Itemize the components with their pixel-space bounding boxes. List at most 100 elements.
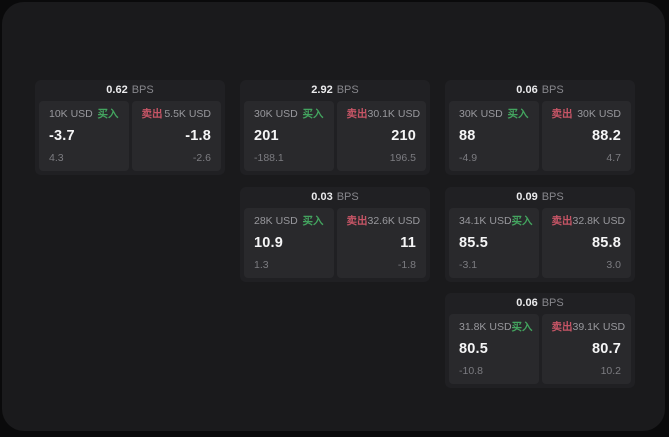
sell-price: -1.8 — [185, 128, 211, 144]
sell-amount: 30K USD — [577, 108, 621, 120]
bps-header: 0.06 BPS — [445, 293, 635, 314]
sell-meta-row: 卖出 39.1K USD — [551, 321, 626, 334]
buy-side-label: 买入 — [97, 108, 119, 120]
buy-amount: 31.8K USD — [459, 321, 512, 333]
bps-value: 2.92 — [311, 84, 333, 96]
quote-tiles: 28K USD 买入 10.9 1.3 卖出 32.6K USD 11 -1.8 — [244, 208, 426, 278]
buy-amount: 28K USD — [254, 215, 298, 227]
sell-meta-row: 卖出 30K USD — [552, 108, 622, 121]
buy-meta-row: 31.8K USD 买入 — [459, 321, 533, 334]
bps-value: 0.06 — [516, 84, 538, 96]
buy-meta-row: 30K USD 买入 — [459, 108, 529, 121]
sell-delta: 3.0 — [606, 259, 621, 271]
bps-header: 2.92 BPS — [240, 80, 430, 101]
buy-price: 85.5 — [459, 235, 489, 251]
buy-amount: 10K USD — [49, 108, 93, 120]
sell-quote-tile[interactable]: 卖出 32.8K USD 85.8 3.0 — [541, 208, 631, 278]
bps-unit-label: BPS — [541, 84, 564, 96]
buy-amount: 30K USD — [459, 108, 503, 120]
sell-amount: 5.5K USD — [164, 108, 211, 120]
quote-tiles: 31.8K USD 买入 80.5 -10.8 卖出 39.1K USD 80.… — [449, 314, 631, 384]
quote-card: 0.09 BPS 34.1K USD 买入 85.5 -3.1 卖出 32.8K… — [445, 187, 635, 282]
sell-price: 210 — [391, 128, 416, 144]
sell-amount: 39.1K USD — [572, 321, 626, 333]
bps-value: 0.06 — [516, 297, 538, 309]
buy-quote-tile[interactable]: 10K USD 买入 -3.7 4.3 — [39, 101, 129, 171]
bps-value: 0.09 — [516, 191, 538, 203]
buy-delta: -3.1 — [459, 259, 478, 271]
buy-side-label: 买入 — [302, 108, 324, 120]
buy-price: 88 — [459, 128, 476, 144]
buy-quote-tile[interactable]: 30K USD 买入 201 -188.1 — [244, 101, 334, 171]
sell-delta: -1.8 — [397, 259, 416, 271]
sell-quote-tile[interactable]: 卖出 39.1K USD 80.7 10.2 — [541, 314, 631, 384]
buy-delta: -188.1 — [254, 152, 284, 164]
buy-quote-tile[interactable]: 30K USD 买入 88 -4.9 — [449, 101, 539, 171]
buy-amount: 30K USD — [254, 108, 298, 120]
quote-card: 0.06 BPS 31.8K USD 买入 80.5 -10.8 卖出 39.1… — [445, 293, 635, 388]
buy-meta-row: 10K USD 买入 — [49, 108, 119, 121]
sell-delta: 10.2 — [600, 365, 621, 377]
sell-meta-row: 卖出 32.6K USD — [346, 215, 421, 228]
quote-card: 0.06 BPS 30K USD 买入 88 -4.9 卖出 30K USD 8… — [445, 80, 635, 175]
sell-price: 88.2 — [591, 128, 621, 144]
bps-unit-label: BPS — [541, 191, 564, 203]
bps-header: 0.03 BPS — [240, 187, 430, 208]
buy-delta: -4.9 — [459, 152, 478, 164]
buy-amount: 34.1K USD — [459, 215, 512, 227]
bps-value: 0.62 — [106, 84, 128, 96]
sell-price: 11 — [400, 235, 416, 251]
bps-unit-label: BPS — [131, 84, 154, 96]
buy-delta: 1.3 — [254, 259, 269, 271]
bps-value: 0.03 — [311, 191, 333, 203]
bps-header: 0.06 BPS — [445, 80, 635, 101]
sell-side-label: 卖出 — [551, 321, 573, 333]
sell-quote-tile[interactable]: 卖出 30K USD 88.2 4.7 — [541, 101, 631, 171]
bps-unit-label: BPS — [541, 297, 564, 309]
quote-card: 0.03 BPS 28K USD 买入 10.9 1.3 卖出 32.6K US… — [240, 187, 430, 282]
buy-price: -3.7 — [49, 128, 75, 144]
sell-side-label: 卖出 — [346, 108, 368, 120]
sell-price: 80.7 — [591, 341, 621, 357]
bps-header: 0.62 BPS — [35, 80, 225, 101]
buy-side-label: 买入 — [507, 108, 529, 120]
buy-quote-tile[interactable]: 28K USD 买入 10.9 1.3 — [244, 208, 334, 278]
quote-tiles: 10K USD 买入 -3.7 4.3 卖出 5.5K USD -1.8 -2.… — [39, 101, 221, 171]
buy-quote-tile[interactable]: 31.8K USD 买入 80.5 -10.8 — [449, 314, 539, 384]
buy-delta: -10.8 — [459, 365, 483, 377]
buy-delta: 4.3 — [49, 152, 64, 164]
buy-side-label: 买入 — [302, 215, 324, 227]
sell-side-label: 卖出 — [141, 108, 163, 120]
sell-price: 85.8 — [591, 235, 621, 251]
quote-tiles: 30K USD 买入 201 -188.1 卖出 30.1K USD 210 1… — [244, 101, 426, 171]
sell-quote-tile[interactable]: 卖出 30.1K USD 210 196.5 — [336, 101, 426, 171]
sell-delta: -2.6 — [192, 152, 211, 164]
sell-side-label: 卖出 — [551, 215, 573, 227]
sell-meta-row: 卖出 5.5K USD — [142, 108, 212, 121]
sell-quote-tile[interactable]: 卖出 5.5K USD -1.8 -2.6 — [131, 101, 221, 171]
buy-meta-row: 30K USD 买入 — [254, 108, 324, 121]
buy-side-label: 买入 — [511, 321, 533, 333]
quote-card: 2.92 BPS 30K USD 买入 201 -188.1 卖出 30.1K … — [240, 80, 430, 175]
sell-amount: 32.6K USD — [367, 215, 421, 227]
quote-tiles: 34.1K USD 买入 85.5 -3.1 卖出 32.8K USD 85.8… — [449, 208, 631, 278]
sell-meta-row: 卖出 30.1K USD — [346, 108, 421, 121]
buy-price: 80.5 — [459, 341, 489, 357]
sell-amount: 30.1K USD — [367, 108, 421, 120]
buy-quote-tile[interactable]: 34.1K USD 买入 85.5 -3.1 — [449, 208, 539, 278]
buy-meta-row: 28K USD 买入 — [254, 215, 324, 228]
sell-meta-row: 卖出 32.8K USD — [551, 215, 626, 228]
sell-side-label: 卖出 — [346, 215, 368, 227]
bps-unit-label: BPS — [336, 191, 359, 203]
sell-side-label: 卖出 — [551, 108, 573, 120]
quote-tiles: 30K USD 买入 88 -4.9 卖出 30K USD 88.2 4.7 — [449, 101, 631, 171]
buy-price: 201 — [254, 128, 279, 144]
quote-card: 0.62 BPS 10K USD 买入 -3.7 4.3 卖出 5.5K USD… — [35, 80, 225, 175]
buy-side-label: 买入 — [511, 215, 533, 227]
sell-amount: 32.8K USD — [572, 215, 626, 227]
sell-delta: 4.7 — [606, 152, 621, 164]
sell-quote-tile[interactable]: 卖出 32.6K USD 11 -1.8 — [336, 208, 426, 278]
bps-header: 0.09 BPS — [445, 187, 635, 208]
buy-price: 10.9 — [254, 235, 284, 251]
